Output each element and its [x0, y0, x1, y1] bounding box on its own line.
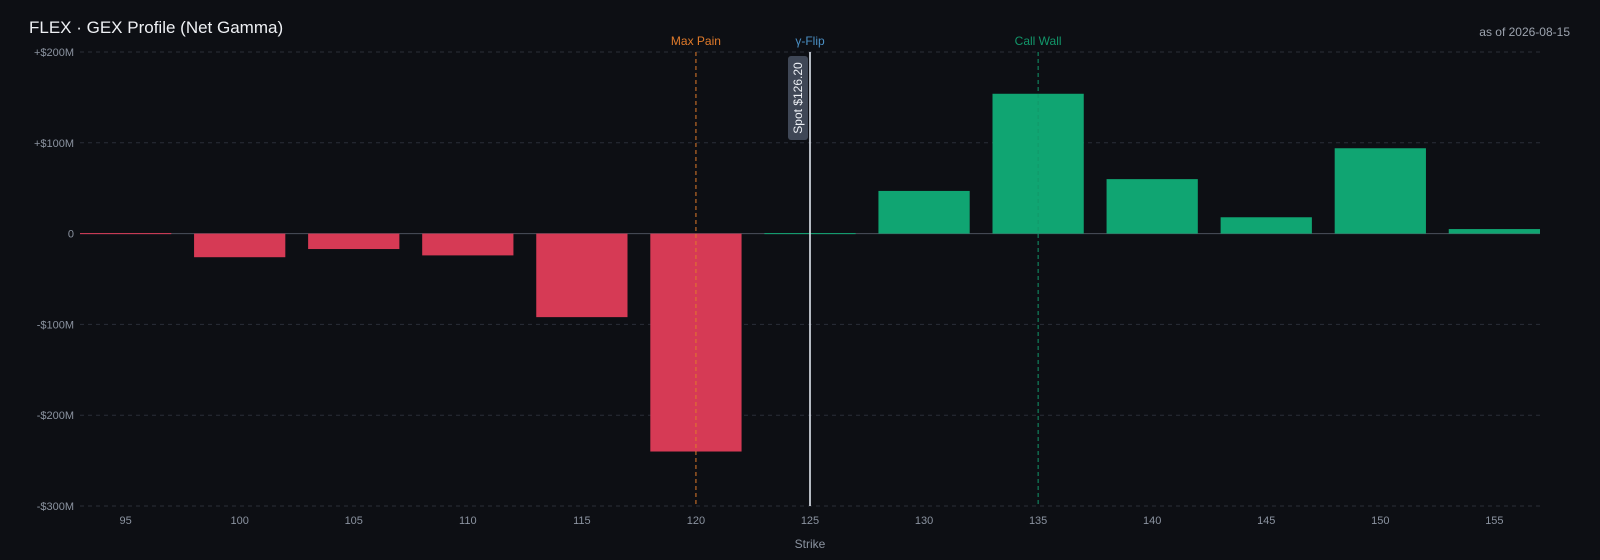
y-tick-label: -$300M	[37, 501, 74, 513]
bar	[1334, 148, 1426, 234]
x-tick-label: 125	[801, 515, 819, 527]
x-tick-label: 120	[687, 515, 705, 527]
x-tick-label: 110	[459, 515, 477, 527]
chart-title: FLEX · GEX Profile (Net Gamma)	[29, 18, 284, 37]
x-axis-title: Strike	[795, 537, 826, 551]
marker-label: Max Pain	[671, 34, 721, 48]
y-tick-label: -$200M	[37, 410, 74, 422]
spot-badge-box	[788, 56, 808, 140]
x-tick-label: 95	[120, 515, 132, 527]
x-tick-label: 135	[1029, 515, 1047, 527]
x-tick-label: 130	[915, 515, 933, 527]
bar	[1106, 179, 1198, 234]
bar	[308, 233, 400, 250]
bar	[878, 190, 970, 234]
bar	[1448, 229, 1540, 234]
spot-badge: Spot $126.20	[788, 56, 808, 140]
y-tick-label: -$100M	[37, 319, 74, 331]
x-tick-label: 155	[1485, 515, 1503, 527]
x-tick-label: 100	[231, 515, 249, 527]
bar	[992, 93, 1084, 234]
x-tick-label: 140	[1143, 515, 1161, 527]
x-tick-label: 105	[345, 515, 363, 527]
x-tick-label: 150	[1371, 515, 1389, 527]
marker-label: Call Wall	[1015, 34, 1062, 48]
bar	[1220, 217, 1312, 234]
y-tick-label: +$100M	[34, 138, 74, 150]
spot-label: Spot $126.20	[791, 62, 805, 134]
as-of-date: as of 2026-08-15	[1479, 25, 1570, 39]
y-tick-label: +$200M	[34, 47, 74, 59]
y-tick-label: 0	[68, 229, 74, 241]
label-layer: +$200M +$100M 0 -$100M -$200M -$300M 95 100 105 1…	[34, 34, 1504, 551]
marker-label: γ-Flip	[795, 34, 825, 48]
bar	[536, 233, 628, 318]
bar	[194, 233, 286, 258]
bar	[80, 233, 172, 235]
x-tick-label: 115	[573, 515, 591, 527]
bar-layer	[80, 93, 1540, 452]
marker-layer: Spot $126.20	[695, 52, 1039, 506]
bar	[422, 233, 514, 256]
x-tick-label: 145	[1257, 515, 1275, 527]
